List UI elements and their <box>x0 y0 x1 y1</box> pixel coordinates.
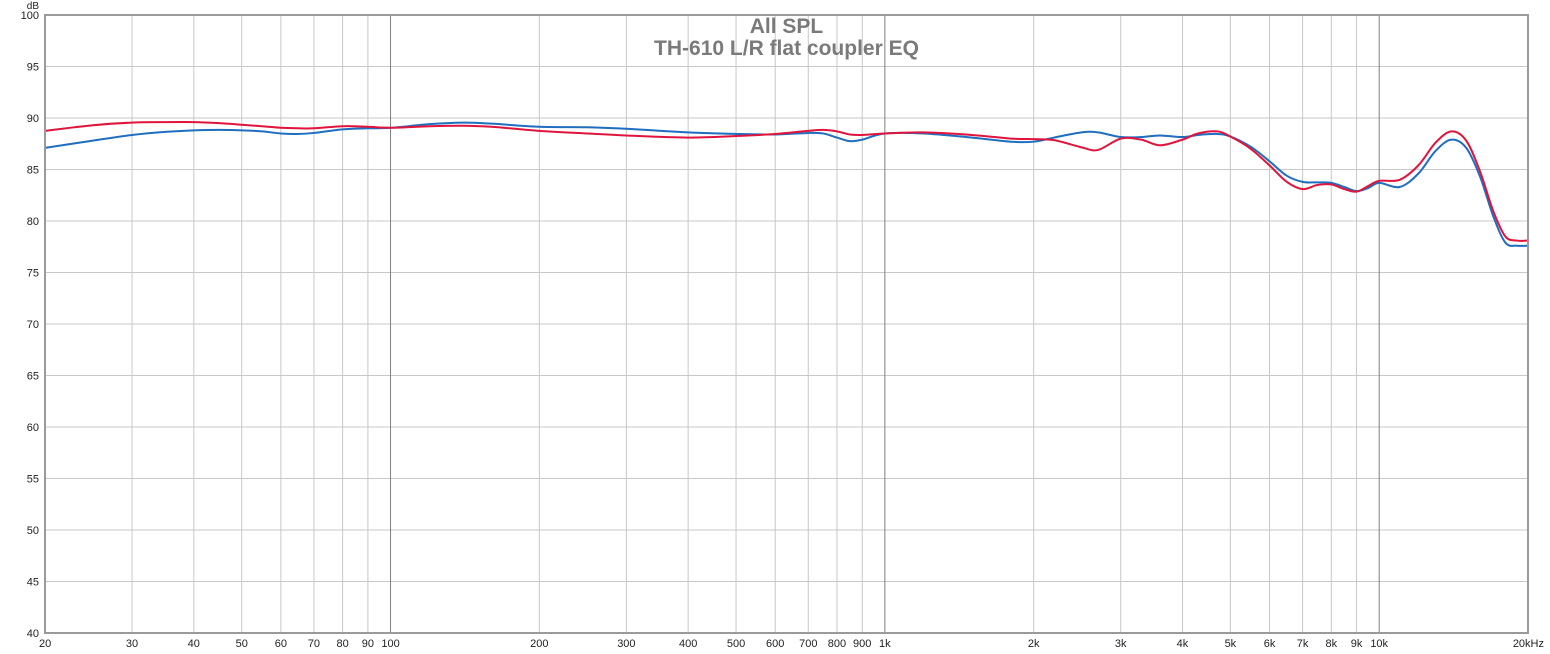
x-tick-label: 100 <box>381 638 399 650</box>
x-tick-label: 20 <box>39 638 51 650</box>
x-tick-label: 200 <box>530 638 548 650</box>
x-tick-label: 40 <box>188 638 200 650</box>
x-tick-label: 7k <box>1297 638 1309 650</box>
x-tick-label: 500 <box>727 638 745 650</box>
y-tick-label: 100 <box>21 10 39 22</box>
plot-frame <box>44 14 1529 634</box>
x-tick-label: 400 <box>679 638 697 650</box>
y-tick-label: 65 <box>27 371 39 383</box>
x-tick-label: 70 <box>308 638 320 650</box>
x-tick-label: 9k <box>1351 638 1363 650</box>
x-tick-label: 10k <box>1370 638 1388 650</box>
y-tick-label: 80 <box>27 216 39 228</box>
y-tick-label: 40 <box>27 628 39 640</box>
x-tick-label: 3k <box>1115 638 1127 650</box>
chart-subtitle: TH-610 L/R flat coupler EQ <box>654 37 919 60</box>
x-tick-label: 60 <box>275 638 287 650</box>
x-tick-label: 30 <box>126 638 138 650</box>
x-tick-label: 50 <box>236 638 248 650</box>
series-line-red <box>44 121 1529 242</box>
x-tick-label: 300 <box>617 638 635 650</box>
y-tick-label: 90 <box>27 113 39 125</box>
y-tick-label: 50 <box>27 525 39 537</box>
x-tick-label: 900 <box>853 638 871 650</box>
grid <box>44 14 1529 634</box>
y-tick-label: 55 <box>27 474 39 486</box>
x-tick-label: 80 <box>336 638 348 650</box>
y-tick-label: 95 <box>27 62 39 74</box>
series-line-blue <box>44 121 1529 247</box>
x-tick-label: 700 <box>799 638 817 650</box>
chart-title: All SPL <box>750 15 824 38</box>
x-tick-label: 5k <box>1225 638 1237 650</box>
series-lines <box>44 121 1529 247</box>
y-tick-label: 45 <box>27 577 39 589</box>
y-tick-label: 60 <box>27 422 39 434</box>
y-tick-label: 75 <box>27 268 39 280</box>
x-tick-label: 2k <box>1028 638 1040 650</box>
x-tick-label: 1k <box>879 638 891 650</box>
x-tick-label: 600 <box>766 638 784 650</box>
x-tick-label: 20kHz <box>1513 638 1544 650</box>
chart-titles: All SPL TH-610 L/R flat coupler EQ <box>654 15 919 60</box>
x-tick-label: 90 <box>362 638 374 650</box>
y-unit-label: dB <box>27 1 40 12</box>
x-tick-label: 4k <box>1177 638 1189 650</box>
x-tick-label: 8k <box>1325 638 1337 650</box>
y-tick-label: 70 <box>27 319 39 331</box>
y-tick-label: 85 <box>27 165 39 177</box>
x-tick-label: 6k <box>1264 638 1276 650</box>
x-tick-label: 800 <box>828 638 846 650</box>
